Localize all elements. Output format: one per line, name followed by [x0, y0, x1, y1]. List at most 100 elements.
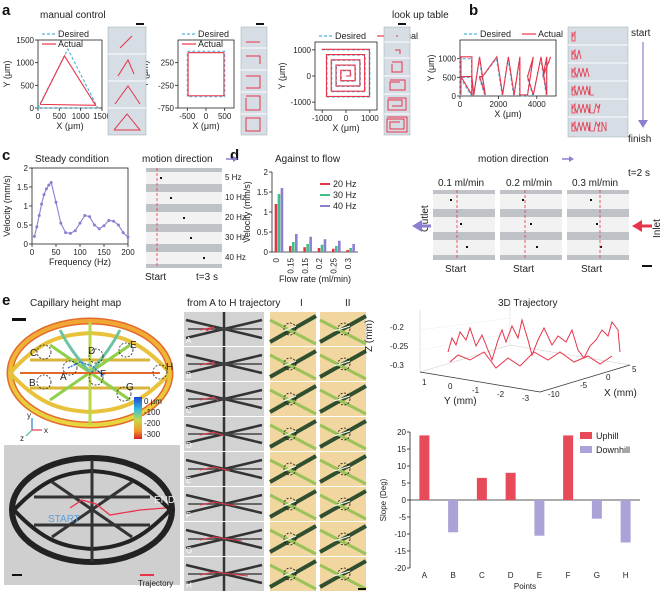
chart-d-ytick-label: 2: [264, 168, 269, 177]
node-label-E: E: [130, 340, 137, 351]
chart-a3-series-desired: [322, 49, 371, 98]
chart-b-ytick-label: 500: [443, 73, 457, 82]
panel-label-b: b: [469, 2, 478, 19]
zoom-II-E-wall: [319, 454, 367, 484]
map-node-labels: C B D A E F G H: [29, 340, 173, 393]
panel-label-c: c: [2, 147, 10, 164]
chart-d-ytick-label: 0: [264, 248, 269, 257]
zoom-column-I: [269, 312, 317, 591]
a2-image-strip: [240, 23, 268, 136]
e-map-scalebar: [12, 318, 26, 321]
chart-e-bar: [620, 500, 631, 543]
zoom-II-E-marker: [337, 462, 351, 476]
frame-B-trajectory: [199, 361, 215, 367]
chart-a3-xtick-label: 0: [344, 114, 349, 123]
zoom-I-A-channel: [269, 318, 317, 346]
chart-e-bar: [563, 435, 574, 500]
d-time: t=2 s: [628, 168, 650, 179]
chart-e-ylabel: Slope (Deg): [379, 478, 388, 521]
chart-c-point: [78, 221, 82, 225]
zoom-I-D-channel: [269, 423, 317, 451]
chart-a2-series-desired: [186, 50, 226, 98]
trajectory-frames: A B C D E F G H: [184, 312, 264, 591]
chart-c-point: [35, 225, 39, 229]
chart-a1-legend-desired: Desired: [58, 29, 89, 39]
chart-e-bar: [505, 472, 516, 500]
chart-e-xlabel: Points: [514, 582, 536, 591]
frame-C-trajectory: [199, 396, 219, 402]
chart-e-ytick-label: -10: [394, 530, 406, 539]
3d-trajectory-plot: [419, 300, 631, 393]
chart-e-bar: [419, 435, 430, 500]
e-traj-title: from A to H trajectory: [187, 298, 280, 309]
zoom-I-H-wall: [269, 559, 317, 589]
node-label-G: G: [126, 382, 134, 393]
chart-a3-ylabel: Y (μm): [277, 62, 287, 89]
zoom-I-D-wall: [269, 419, 317, 449]
chart-c-ytick-label: 0: [24, 240, 29, 249]
chart-b-legend-desired: Desired: [480, 29, 511, 39]
chart-e-bar: [591, 500, 602, 519]
zoom-II-F-wall: [319, 489, 367, 519]
zoom-II-A-marker: [337, 322, 351, 336]
chart-c-ytick-label: 2: [24, 164, 29, 173]
chart-a2-series-actual: [187, 52, 225, 97]
chart-e-ytick-label: -15: [394, 547, 406, 556]
zoom-II-H-arrow: [333, 570, 351, 577]
chart-b-ylabel: Y (μm): [426, 54, 436, 81]
chart-e-legend-label: Uphill: [596, 431, 619, 441]
chart-b-xtick-label: 2000: [490, 100, 508, 109]
chart-c-point: [68, 231, 72, 235]
zoom-I-F-wall: [269, 489, 317, 519]
d-motion-label: motion direction: [478, 154, 549, 165]
chart-d-bar: [349, 248, 352, 252]
zoom-II-A-arrow: [333, 325, 351, 332]
chart-a1-xtick-label: 1000: [72, 112, 90, 121]
chart-d-bar: [352, 244, 355, 252]
a1-image-strip: [107, 23, 147, 136]
chart-e-ytick-label: 20: [397, 428, 406, 437]
zoom-I-A-marker: [283, 322, 297, 336]
chart-e-bar: [448, 500, 459, 533]
d-start-3: Start: [581, 264, 602, 275]
zoom-II-F-marker: [337, 497, 351, 511]
e-3d-title: 3D Trajectory: [498, 298, 557, 309]
chart-d-bar: [338, 240, 341, 252]
zoom-I-D-marker: [283, 427, 297, 441]
d-channel-images: [433, 190, 629, 260]
zoom-I-B-arrow: [283, 360, 297, 367]
zoom-I-C-wall: [269, 384, 317, 414]
chart-c-xtick-label: 200: [121, 248, 135, 257]
y3d-label: Y (mm): [444, 396, 477, 407]
chart-a3-ytick-label: -1000: [291, 98, 312, 107]
d-start-1: Start: [445, 264, 466, 275]
chart-d-ytick-label: 1: [264, 208, 269, 217]
chart-d-xtick-label: 0.3: [344, 257, 353, 269]
chart-e-slope: -20 -15 -10 -5 0 5 10 15 20 A B C D E F G H Points Slope (…: [379, 428, 640, 591]
chart-c-xtick-label: 50: [52, 248, 61, 257]
chart-d-legend-label: 40 Hz: [333, 201, 357, 211]
chart-b-ytick-label: 1000: [438, 55, 456, 64]
b-image-strip: [567, 26, 629, 138]
chart-c-xlabel: Frequency (Hz): [49, 257, 111, 267]
map-axes-triad: [25, 418, 42, 437]
frame-E-label: E: [186, 476, 191, 485]
c-title: Steady condition: [35, 154, 109, 165]
manual-control-title: manual control: [40, 10, 106, 21]
chart-d-bar: [320, 244, 324, 252]
zoom-I-C-marker: [283, 392, 297, 406]
zoom-II-B-marker: [337, 357, 351, 371]
chart-b-xtick-label: 4000: [528, 100, 546, 109]
zoom-I-B-wall: [269, 349, 317, 379]
zoom-II-H-wall: [319, 559, 367, 589]
d-inlet-arrow: [632, 220, 642, 232]
chart-d-bar: [274, 204, 278, 252]
chart-a1-xtick-label: 500: [53, 112, 67, 121]
chart-a2-ytick-label: -750: [158, 104, 175, 113]
chart-c-point: [49, 180, 53, 184]
chart-a2-xtick-label: -500: [179, 112, 196, 121]
zoom-I-C-channel: [269, 388, 317, 416]
chart-a3-xlabel: X (μm): [332, 123, 359, 133]
chart-d-bar: [303, 247, 306, 252]
